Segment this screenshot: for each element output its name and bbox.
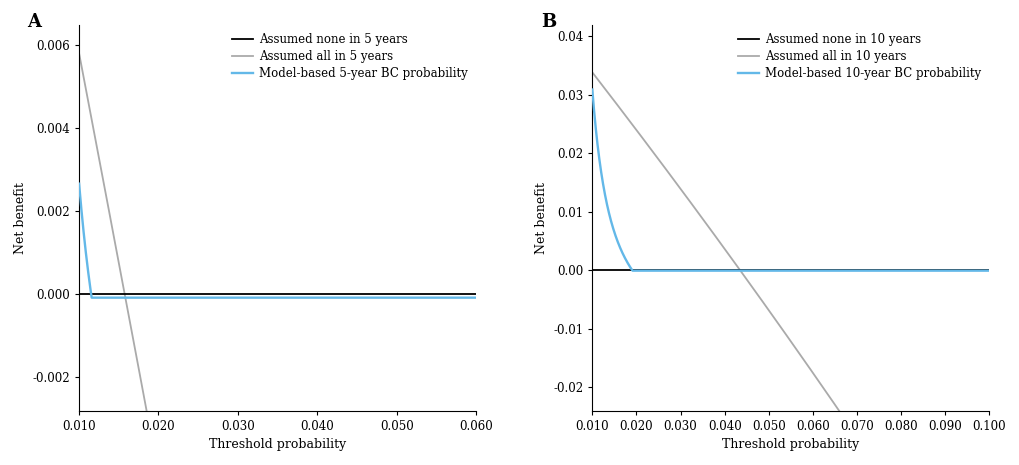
X-axis label: Threshold probability: Threshold probability	[209, 438, 345, 451]
Legend: Assumed none in 5 years, Assumed all in 5 years, Model-based 5-year BC probabili: Assumed none in 5 years, Assumed all in …	[227, 28, 472, 85]
Y-axis label: Net benefit: Net benefit	[534, 182, 547, 253]
Legend: Assumed none in 10 years, Assumed all in 10 years, Model-based 10-year BC probab: Assumed none in 10 years, Assumed all in…	[733, 28, 984, 85]
Y-axis label: Net benefit: Net benefit	[14, 182, 26, 253]
Text: A: A	[28, 13, 42, 31]
Text: B: B	[540, 13, 555, 31]
X-axis label: Threshold probability: Threshold probability	[721, 438, 859, 451]
